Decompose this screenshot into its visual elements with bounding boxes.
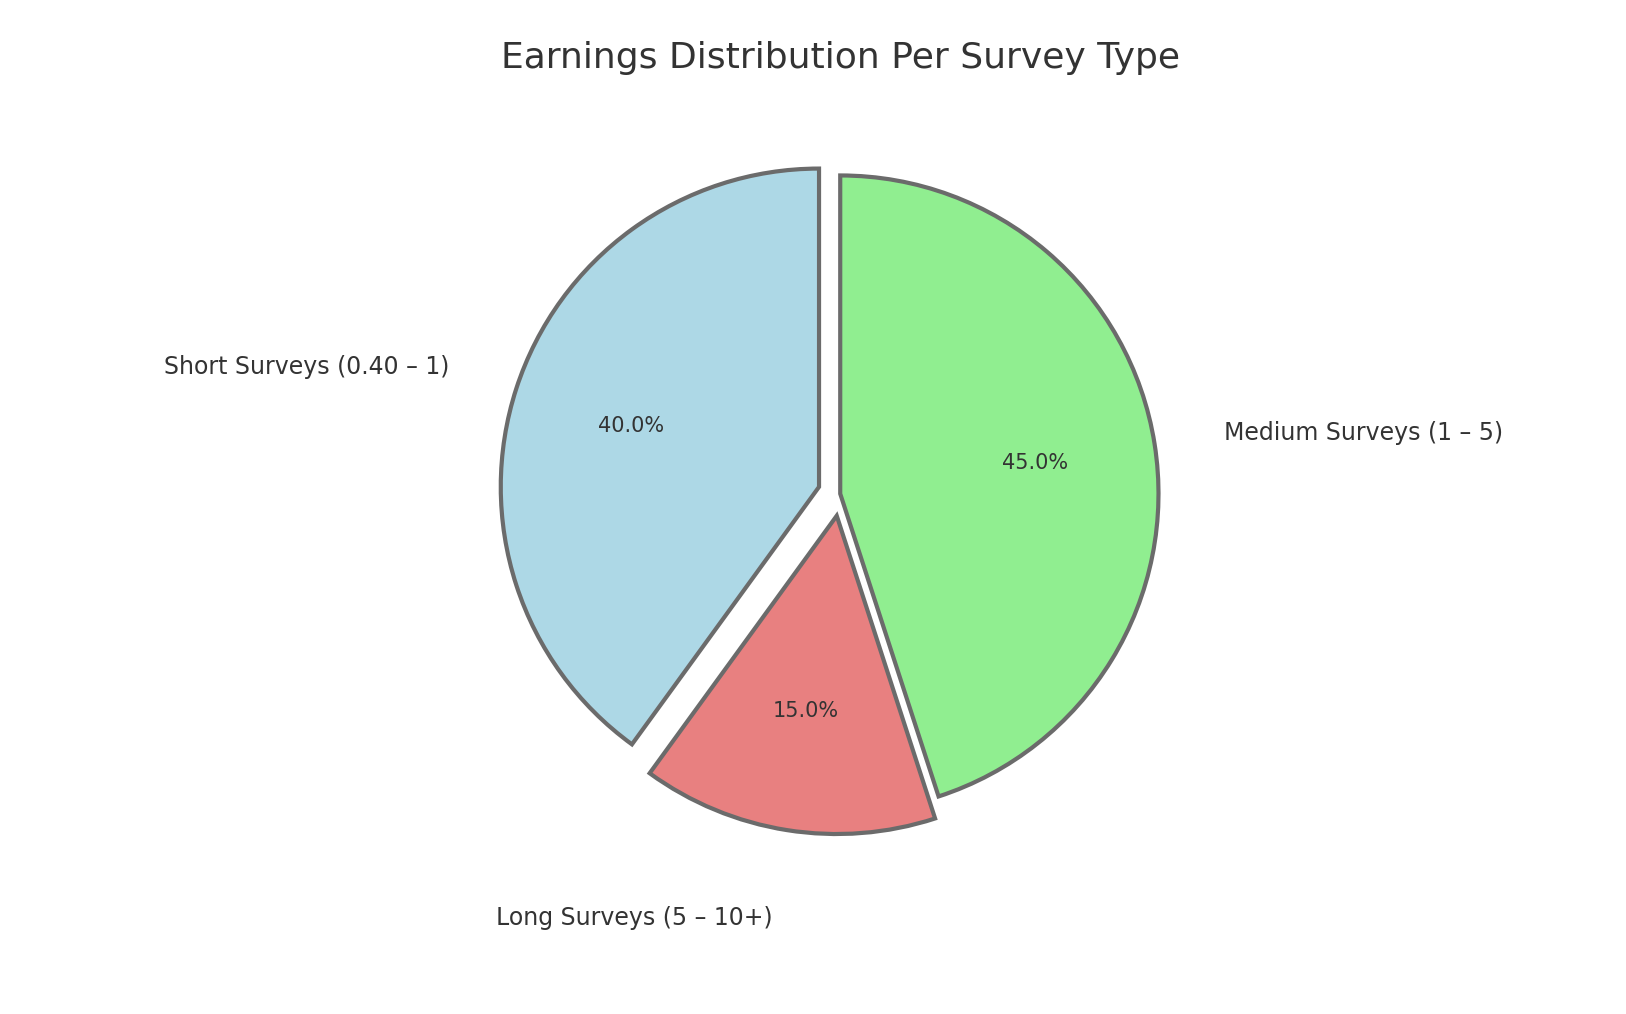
Title: Earnings Distribution Per Survey Type: Earnings Distribution Per Survey Type bbox=[501, 42, 1180, 75]
Text: 15.0%: 15.0% bbox=[772, 701, 839, 721]
Wedge shape bbox=[650, 516, 935, 835]
Text: 45.0%: 45.0% bbox=[1002, 453, 1068, 473]
Wedge shape bbox=[841, 175, 1158, 796]
Text: 40.0%: 40.0% bbox=[598, 416, 665, 436]
Wedge shape bbox=[501, 168, 820, 744]
Text: Short Surveys (0.40 – 1): Short Surveys (0.40 – 1) bbox=[164, 355, 450, 379]
Text: Medium Surveys (1 – 5): Medium Surveys (1 – 5) bbox=[1224, 421, 1502, 445]
Text: Long Surveys (5 – 10+): Long Surveys (5 – 10+) bbox=[496, 907, 772, 930]
